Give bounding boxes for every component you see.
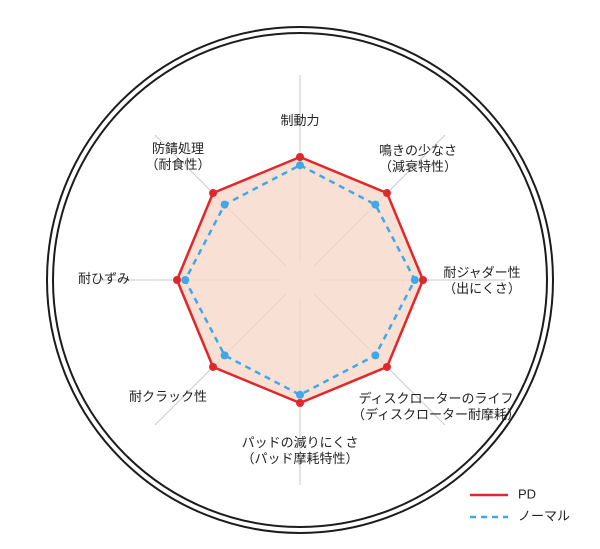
- axis-label-line: ディスクローターのライフ: [358, 391, 513, 406]
- axis-label-line: パッドの減りにくさ: [242, 435, 359, 450]
- axis-label-line: 防錆処理: [152, 141, 204, 156]
- axis-label: パッドの減りにくさ（パッド摩耗特性）: [241, 435, 358, 466]
- series-marker-normal: [296, 391, 304, 399]
- series-marker-normal: [371, 201, 379, 209]
- legend-label-normal: ノーマル: [518, 508, 570, 523]
- axis-label-line: （耐食性）: [145, 157, 210, 172]
- axis-label: ディスクローターのライフ（ディスクローター耐摩耗）: [352, 391, 520, 422]
- series-marker-normal: [221, 351, 229, 359]
- axis-label-line: 鳴きの少なさ: [379, 143, 457, 158]
- series-marker-normal: [181, 276, 189, 284]
- axis-label: 鳴きの少なさ（減衰特性）: [379, 143, 457, 174]
- radar-chart: 制動力鳴きの少なさ（減衰特性）耐ジャダー性（出にくさ）ディスクローターのライフ（…: [0, 0, 600, 549]
- series-marker-normal: [371, 351, 379, 359]
- axis-label: 耐クラック性: [129, 389, 207, 404]
- series-marker-pd: [296, 399, 304, 407]
- axis-label-line: 制動力: [280, 113, 319, 128]
- axis-label: 防錆処理（耐食性）: [145, 141, 210, 172]
- axis-label-line: （ディスクローター耐摩耗）: [352, 407, 520, 422]
- axis-label: 制動力: [280, 113, 319, 128]
- axis-label-line: 耐ひずみ: [78, 271, 130, 286]
- legend-label-pd: PD: [518, 486, 536, 501]
- axis-label: 耐ジャダー性（出にくさ）: [443, 265, 521, 296]
- axis-label-line: （減衰特性）: [379, 159, 457, 174]
- axis-label: 耐ひずみ: [78, 271, 130, 286]
- axis-label-line: （出にくさ）: [443, 281, 521, 296]
- series-marker-pd: [209, 189, 217, 197]
- series-marker-pd: [383, 363, 391, 371]
- series-marker-normal: [411, 276, 419, 284]
- axis-label-line: （パッド摩耗特性）: [241, 451, 358, 466]
- series-marker-pd: [209, 363, 217, 371]
- series-marker-pd: [173, 276, 181, 284]
- series-marker-pd: [419, 276, 427, 284]
- series-marker-normal: [296, 161, 304, 169]
- series-marker-pd: [383, 189, 391, 197]
- axis-label-line: 耐ジャダー性: [443, 265, 520, 280]
- series-marker-normal: [221, 201, 229, 209]
- series-marker-pd: [296, 153, 304, 161]
- axis-label-line: 耐クラック性: [129, 389, 207, 404]
